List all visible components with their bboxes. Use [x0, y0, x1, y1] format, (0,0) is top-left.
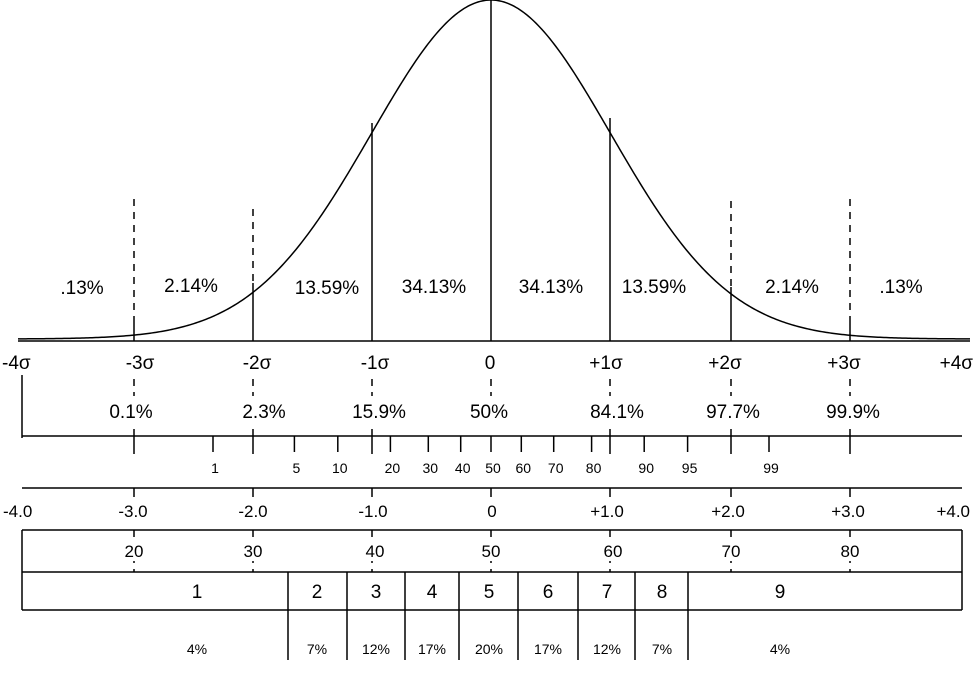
stanine-percent-5: 20% — [475, 641, 503, 657]
sigma-label-minus-1: -1σ — [361, 353, 390, 374]
z-score-plus-3: +3.0 — [831, 502, 865, 521]
area-percent-2: 2.14% — [164, 276, 218, 297]
area-percent-8: .13% — [879, 277, 922, 298]
stanine-1: 1 — [192, 582, 203, 603]
percentile-label-99: 99 — [763, 460, 779, 476]
sigma-label-plus-1: +1σ — [589, 353, 623, 374]
stanine-percent-4: 17% — [418, 641, 446, 657]
stanine-9: 9 — [775, 582, 786, 603]
stanine-3: 3 — [371, 582, 382, 603]
t-label-bg-80 — [832, 541, 868, 561]
percentile-label-70: 70 — [548, 460, 564, 476]
t-label-bg-40 — [354, 541, 390, 561]
percentile-label-30: 30 — [423, 460, 439, 476]
percentile-ticks: 1 5 10 20 30 40 50 60 70 80 90 95 99 — [211, 436, 779, 476]
percentile-label-80: 80 — [586, 460, 602, 476]
z-score-plus-4: +4.0 — [936, 502, 970, 521]
stanine-percent-8: 7% — [652, 641, 672, 657]
percentile-label-50: 50 — [485, 460, 501, 476]
stanine-4: 4 — [427, 582, 438, 603]
z-score-plus-2: +2.0 — [711, 502, 745, 521]
t-score-40: 40 — [366, 542, 385, 561]
cumulative-percent-plus-3: 99.9% — [826, 402, 880, 423]
stanine-percent-7: 12% — [593, 641, 621, 657]
area-percent-1: .13% — [60, 278, 103, 299]
z-score-minus-2: -2.0 — [238, 502, 267, 521]
sigma-label-plus-2: +2σ — [708, 353, 742, 374]
t-score-50: 50 — [482, 542, 501, 561]
area-percent-5: 34.13% — [519, 277, 584, 298]
percentile-label-60: 60 — [516, 460, 532, 476]
cumulative-percent-minus-3: 0.1% — [109, 402, 152, 423]
percentile-label-95: 95 — [682, 460, 698, 476]
t-score-60: 60 — [604, 542, 623, 561]
t-score-30: 30 — [244, 542, 263, 561]
stanine-6: 6 — [543, 582, 554, 603]
stanine-percent-9: 4% — [770, 641, 790, 657]
z-score-zero: 0 — [487, 502, 496, 521]
sigma-label-minus-3: -3σ — [126, 353, 155, 374]
stanine-percent-2: 7% — [307, 641, 327, 657]
stanine-percent-6: 17% — [534, 641, 562, 657]
cumulative-percent-zero: 50% — [470, 402, 508, 423]
cumulative-percent-plus-2: 97.7% — [706, 402, 760, 423]
t-label-bg-30 — [235, 541, 271, 561]
z-score-plus-1: +1.0 — [590, 502, 624, 521]
percentile-label-1: 1 — [211, 460, 219, 476]
t-label-bg-20 — [116, 541, 152, 561]
t-label-bg-70 — [713, 541, 749, 561]
t-label-bg-50 — [473, 541, 509, 561]
percentile-label-90: 90 — [638, 460, 654, 476]
percentile-label-5: 5 — [293, 460, 301, 476]
z-score-minus-3: -3.0 — [118, 502, 147, 521]
stanine-percent-3: 12% — [362, 641, 390, 657]
stanine-percent-1: 4% — [187, 641, 207, 657]
stanine-8: 8 — [657, 582, 668, 603]
t-score-70: 70 — [722, 542, 741, 561]
percentile-label-20: 20 — [385, 460, 401, 476]
t-score-20: 20 — [125, 542, 144, 561]
t-label-bg-60 — [592, 541, 628, 561]
percentile-label-40: 40 — [455, 460, 471, 476]
cumulative-percent-minus-2: 2.3% — [242, 402, 285, 423]
sigma-label-minus-4: -4σ — [2, 353, 31, 374]
z-score-minus-1: -1.0 — [358, 502, 387, 521]
bell-curve — [17, 0, 971, 340]
cumulative-percent-minus-1: 15.9% — [352, 402, 406, 423]
stanine-2: 2 — [312, 582, 323, 603]
sigma-label-plus-3: +3σ — [827, 353, 861, 374]
area-percent-6: 13.59% — [622, 277, 687, 298]
sigma-label-zero: 0 — [485, 353, 496, 374]
area-percent-4: 34.13% — [402, 277, 467, 298]
percentile-label-10: 10 — [332, 460, 348, 476]
stanine-5: 5 — [484, 582, 495, 603]
sigma-label-plus-4: +4σ — [940, 353, 974, 374]
sigma-label-minus-2: -2σ — [243, 353, 272, 374]
area-percent-7: 2.14% — [765, 277, 819, 298]
t-score-80: 80 — [841, 542, 860, 561]
cumulative-percent-plus-1: 84.1% — [590, 402, 644, 423]
z-score-minus-4: -4.0 — [3, 502, 32, 521]
area-percent-3: 13.59% — [295, 278, 360, 299]
stanine-7: 7 — [602, 582, 613, 603]
